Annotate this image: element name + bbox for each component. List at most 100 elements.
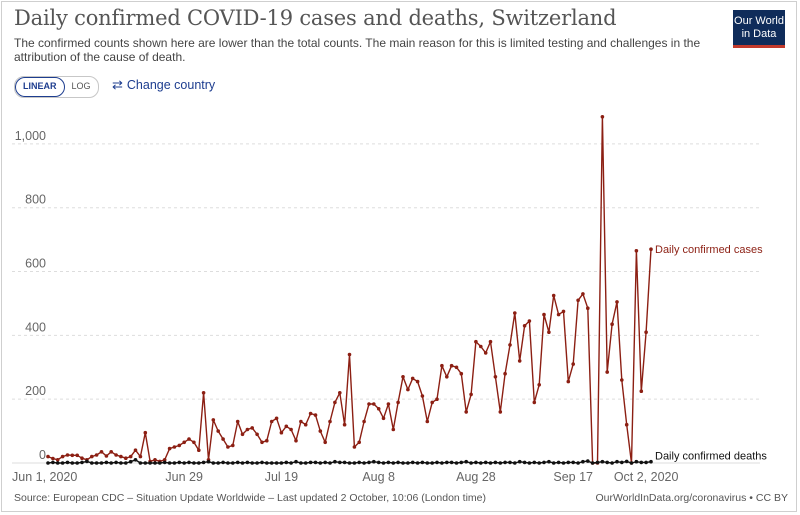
cases-point bbox=[556, 312, 561, 317]
deaths-point bbox=[187, 460, 191, 465]
cases-point bbox=[211, 418, 216, 422]
deaths-point bbox=[201, 460, 206, 465]
deaths-point bbox=[357, 460, 362, 465]
cases-point bbox=[338, 391, 342, 395]
deaths-point bbox=[415, 461, 420, 465]
cases-point bbox=[318, 429, 323, 433]
deaths-point bbox=[46, 461, 50, 465]
cases-point bbox=[201, 391, 206, 395]
cases-point bbox=[542, 312, 546, 317]
cases-point bbox=[537, 383, 541, 387]
cases-point bbox=[65, 453, 70, 457]
deaths-point bbox=[372, 459, 376, 464]
chart-subtitle: The confirmed counts shown here are lowe… bbox=[14, 36, 701, 64]
cases-point bbox=[274, 416, 279, 421]
deaths-point bbox=[65, 460, 70, 465]
cases-point bbox=[51, 456, 55, 461]
logo-line2: in Data bbox=[741, 28, 777, 40]
cases-point bbox=[80, 456, 84, 461]
cases-point bbox=[440, 363, 444, 368]
deaths-point bbox=[605, 460, 609, 465]
owid-logo[interactable]: Our World in Data bbox=[733, 10, 785, 48]
deaths-point bbox=[542, 460, 546, 465]
y-tick-label: 600 bbox=[25, 257, 46, 271]
x-tick-label: Aug 28 bbox=[456, 470, 496, 484]
deaths-point bbox=[474, 460, 478, 465]
cases-point bbox=[70, 453, 75, 458]
deaths-point bbox=[128, 459, 133, 464]
linear-scale-button[interactable]: LINEAR bbox=[15, 77, 65, 97]
cases-point bbox=[323, 440, 328, 445]
deaths-point bbox=[138, 461, 143, 465]
cases-point bbox=[124, 456, 128, 461]
deaths-point bbox=[513, 461, 517, 465]
cases-point bbox=[376, 407, 381, 411]
deaths-point bbox=[197, 461, 201, 465]
cases-point bbox=[401, 375, 405, 379]
cases-point bbox=[474, 339, 478, 344]
cases-point bbox=[517, 359, 522, 363]
x-tick-label: Jun 1, 2020 bbox=[12, 470, 77, 484]
cases-point bbox=[289, 427, 293, 432]
change-country-button[interactable]: ⇄ Change country bbox=[112, 77, 215, 93]
deaths-point bbox=[479, 461, 483, 465]
cases-point bbox=[600, 115, 605, 119]
deaths-point bbox=[561, 461, 566, 465]
cases-point bbox=[610, 322, 614, 327]
deaths-point bbox=[503, 460, 507, 465]
deaths-point bbox=[532, 460, 537, 465]
change-country-label: Change country bbox=[126, 78, 216, 92]
cases-point bbox=[449, 363, 454, 368]
deaths-point bbox=[469, 461, 473, 465]
cases-point bbox=[445, 375, 449, 379]
legend-label-cases: Daily confirmed cases bbox=[655, 244, 763, 256]
cases-point bbox=[357, 440, 362, 445]
credit-note[interactable]: OurWorldInData.org/coronavirus • CC BY bbox=[595, 492, 788, 504]
cases-point bbox=[279, 430, 284, 435]
deaths-point bbox=[508, 460, 512, 465]
deaths-point bbox=[527, 461, 532, 465]
deaths-point bbox=[158, 461, 162, 465]
cases-point bbox=[114, 453, 118, 457]
scale-toggle[interactable]: LINEAR LOG bbox=[14, 76, 99, 98]
deaths-point bbox=[386, 460, 391, 465]
cases-point bbox=[464, 410, 469, 414]
deaths-point bbox=[124, 461, 128, 465]
deaths-point bbox=[211, 461, 216, 465]
deaths-point bbox=[90, 461, 94, 465]
cases-point bbox=[94, 453, 99, 457]
cases-point bbox=[60, 454, 65, 459]
deaths-point bbox=[488, 461, 493, 465]
deaths-point bbox=[265, 461, 269, 465]
cases-point bbox=[425, 419, 430, 424]
cases-point bbox=[328, 419, 332, 424]
deaths-point bbox=[537, 461, 541, 465]
deaths-point bbox=[206, 459, 211, 464]
cases-point bbox=[420, 394, 425, 398]
cases-point bbox=[479, 344, 483, 349]
y-tick-label: 200 bbox=[25, 384, 46, 398]
deaths-point bbox=[318, 461, 323, 465]
log-scale-button[interactable]: LOG bbox=[71, 81, 91, 91]
deaths-point bbox=[634, 459, 639, 464]
y-tick-label: 400 bbox=[25, 320, 46, 334]
cases-point bbox=[313, 413, 318, 417]
cases-point bbox=[162, 458, 167, 462]
cases-point bbox=[547, 330, 551, 335]
legend-label-deaths: Daily confirmed deaths bbox=[655, 451, 767, 463]
cases-point bbox=[226, 445, 230, 449]
cases-point bbox=[561, 309, 566, 314]
deaths-point bbox=[576, 461, 580, 465]
cases-point bbox=[639, 389, 644, 394]
deaths-point bbox=[440, 461, 444, 465]
deaths-point bbox=[221, 460, 225, 465]
cases-point bbox=[128, 454, 133, 459]
cases-point bbox=[551, 293, 556, 298]
deaths-point bbox=[459, 460, 464, 465]
cases-point bbox=[342, 422, 347, 427]
deaths-point bbox=[600, 459, 605, 464]
deaths-point bbox=[226, 461, 230, 465]
deaths-point bbox=[333, 459, 337, 464]
deaths-point bbox=[99, 461, 104, 465]
